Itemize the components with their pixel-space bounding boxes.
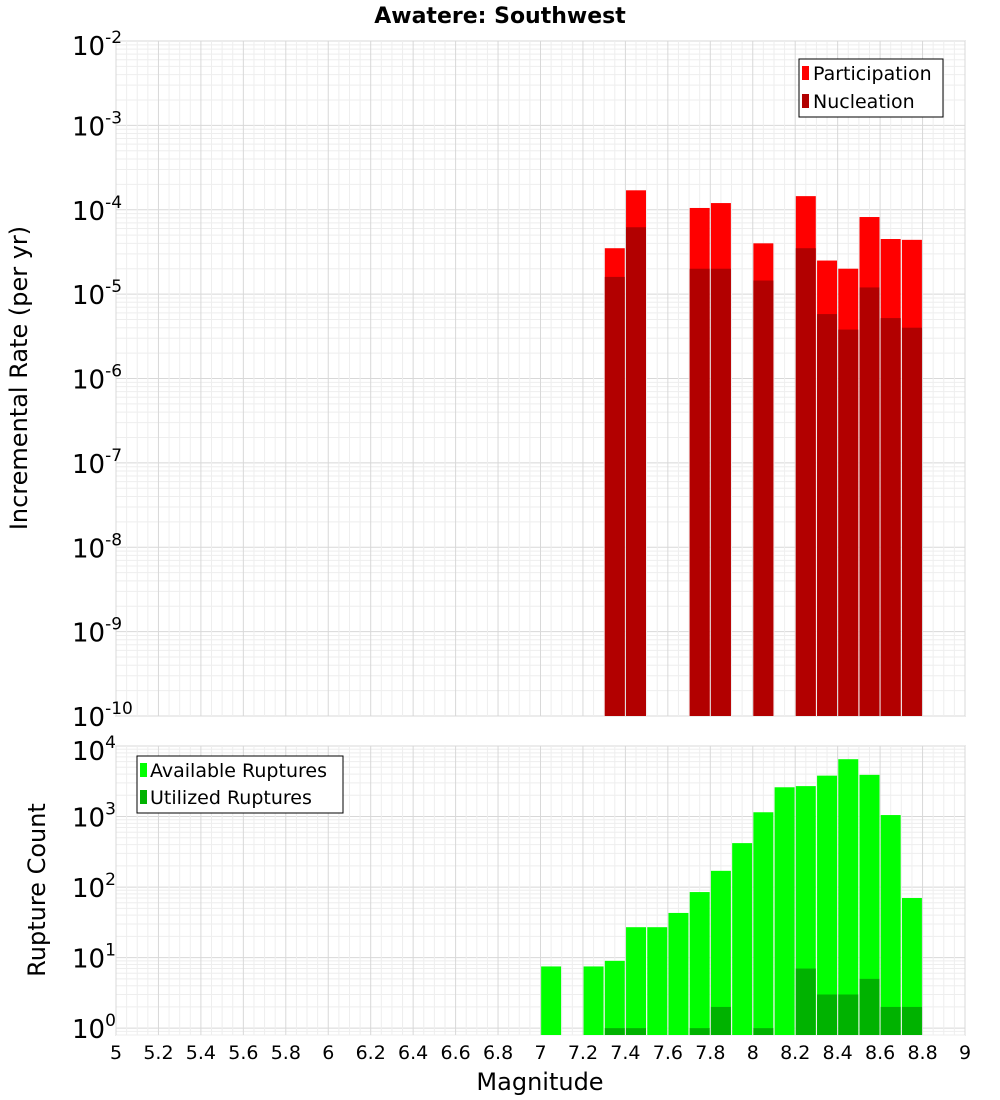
rate-y-tick-label: 10-2: [72, 28, 122, 62]
rate-bar-nucleation: [753, 280, 774, 716]
count-bar-available-ruptures: [541, 966, 562, 1035]
rupture-count-bars: [541, 759, 922, 1035]
rate-legend: Participation Nucleation: [798, 58, 944, 118]
count-bar-utilized-ruptures: [604, 1028, 625, 1035]
count-bar-utilized-ruptures: [859, 978, 880, 1035]
rupture-legend: Available Ruptures Utilized Ruptures: [136, 755, 344, 814]
count-bar-utilized-ruptures: [795, 968, 816, 1035]
x-tick-label: 7.4: [610, 1042, 640, 1064]
count-bar-utilized-ruptures: [626, 1028, 646, 1035]
rate-y-ticks: 10-10 10-9 10-8 10-7 10-6 10-5 10-4 10-3 10-2: [72, 28, 133, 733]
count-bar-available-ruptures: [647, 927, 668, 1035]
rate-y-tick-label: 10-8: [72, 530, 122, 564]
rate-y-tick-label: 10-5: [72, 277, 122, 311]
count-y-tick-label: 100: [72, 1011, 116, 1045]
rupture-legend-box: [136, 755, 344, 814]
rate-y-tick-label: 10-10: [72, 699, 133, 733]
rate-bar-nucleation: [838, 329, 859, 716]
x-tick-label: 6.2: [356, 1042, 386, 1064]
count-bar-available-ruptures: [668, 912, 689, 1035]
count-bar-utilized-ruptures: [901, 1006, 922, 1035]
count-y-tick-label: 103: [72, 800, 116, 834]
count-bar-utilized-ruptures: [880, 1006, 901, 1035]
utilized-ruptures-legend-label: Utilized Ruptures: [150, 787, 312, 809]
count-bar-available-ruptures: [901, 898, 922, 1035]
x-tick-label: 7: [534, 1042, 546, 1064]
rate-y-tick-label: 10-6: [72, 362, 122, 396]
rate-panel: 10-10 10-9 10-8 10-7 10-6 10-5 10-4 10-3 10-2 In…: [5, 28, 966, 733]
count-bar-available-ruptures: [732, 843, 753, 1035]
utilized-ruptures-legend-swatch: [140, 790, 147, 804]
rupture-count-y-ticks: 100 101 102 103 104: [72, 733, 116, 1045]
count-bar-utilized-ruptures: [753, 1028, 774, 1035]
count-bar-available-ruptures: [817, 775, 838, 1035]
count-bar-available-ruptures: [774, 787, 795, 1035]
x-tick-label: 7.6: [653, 1042, 683, 1064]
x-tick-label: 5.4: [186, 1042, 216, 1064]
nucleation-legend-swatch: [802, 94, 809, 108]
nucleation-legend-label: Nucleation: [813, 91, 915, 113]
count-bar-utilized-ruptures: [838, 994, 859, 1035]
x-tick-label: 6: [322, 1042, 334, 1064]
count-bar-available-ruptures: [880, 815, 901, 1035]
x-tick-label: 8: [747, 1042, 759, 1064]
x-tick-label: 8.2: [780, 1042, 810, 1064]
rate-bar-nucleation: [859, 287, 880, 716]
count-y-tick-label: 101: [72, 941, 116, 975]
participation-legend-swatch: [802, 66, 809, 80]
count-bar-available-ruptures: [626, 927, 646, 1035]
x-tick-label: 5.8: [271, 1042, 301, 1064]
rate-bar-nucleation: [880, 318, 901, 716]
rate-bar-nucleation: [626, 227, 646, 716]
count-bar-available-ruptures: [583, 966, 604, 1035]
count-bar-available-ruptures: [859, 774, 880, 1035]
rate-y-axis-label: Incremental Rate (per yr): [5, 226, 33, 530]
rate-legend-box: [798, 58, 944, 118]
count-y-tick-label: 102: [72, 870, 116, 904]
rate-y-tick-label: 10-9: [72, 615, 122, 649]
x-tick-label: 8.6: [865, 1042, 895, 1064]
magnitude-x-ticks: 5 5.2 5.4 5.6 5.8 6 6.2 6.4 6.6 6.8 7 7.2 7.4 7.6 7.8 8…: [110, 1042, 971, 1064]
rate-y-tick-label: 10-7: [72, 446, 122, 480]
rate-bar-nucleation: [689, 268, 710, 716]
x-tick-label: 5.2: [143, 1042, 173, 1064]
x-tick-label: 7.2: [568, 1042, 598, 1064]
x-axis-label: Magnitude: [476, 1068, 603, 1096]
rate-bar-nucleation: [901, 327, 922, 716]
count-bar-available-ruptures: [710, 870, 731, 1035]
count-bar-available-ruptures: [604, 960, 625, 1035]
count-bar-utilized-ruptures: [817, 994, 838, 1035]
rate-bars: [604, 190, 922, 717]
count-bar-utilized-ruptures: [710, 1006, 731, 1035]
count-bar-available-ruptures: [689, 892, 710, 1035]
rate-y-tick-label: 10-3: [72, 108, 122, 142]
chart-title: Awatere: Southwest: [374, 4, 626, 29]
available-ruptures-legend-swatch: [140, 763, 147, 777]
rupture-count-y-axis-label: Rupture Count: [23, 803, 51, 977]
rate-y-tick-label: 10-4: [72, 193, 122, 227]
rate-grid: [115, 40, 966, 717]
rate-bar-nucleation: [817, 314, 838, 716]
x-tick-label: 9: [959, 1042, 971, 1064]
x-tick-label: 6.6: [440, 1042, 470, 1064]
participation-legend-label: Participation: [813, 63, 932, 85]
count-bar-available-ruptures: [838, 759, 859, 1035]
x-tick-label: 5: [110, 1042, 122, 1064]
x-tick-label: 8.4: [823, 1042, 853, 1064]
rate-bar-nucleation: [710, 268, 731, 716]
x-tick-label: 6.8: [483, 1042, 513, 1064]
count-bar-utilized-ruptures: [689, 1028, 710, 1035]
x-tick-label: 7.8: [695, 1042, 725, 1064]
count-bar-available-ruptures: [753, 812, 774, 1035]
available-ruptures-legend-label: Available Ruptures: [150, 760, 327, 782]
x-tick-label: 5.6: [228, 1042, 258, 1064]
x-tick-label: 8.8: [907, 1042, 937, 1064]
x-tick-label: 6.4: [398, 1042, 428, 1064]
rate-bar-nucleation: [604, 276, 625, 716]
count-y-tick-label: 104: [72, 733, 116, 767]
rupture-count-panel: 100 101 102 103 104 5 5.2 5.4 5.6 5.8 6 6.2 6.4 6.6 6…: [23, 733, 971, 1096]
rate-bar-nucleation: [795, 248, 816, 717]
